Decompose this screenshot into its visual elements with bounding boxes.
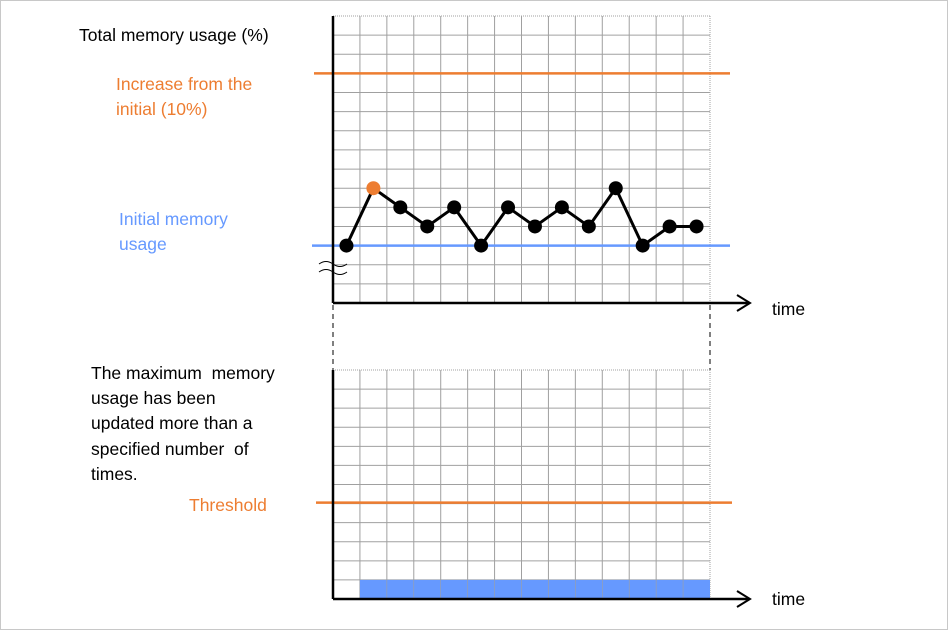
data-point <box>447 200 462 215</box>
axis-break-icon <box>318 261 348 275</box>
desc-line: The maximum memory <box>91 363 275 383</box>
top-x-axis-arrow-icon <box>736 294 752 312</box>
desc-line: usage has been <box>91 388 216 408</box>
desc-line: updated more than a <box>91 413 253 433</box>
initial-label-2: usage <box>119 234 167 254</box>
data-point <box>554 200 569 215</box>
data-point <box>527 219 542 234</box>
data-point-max <box>366 181 381 196</box>
data-point <box>420 219 435 234</box>
data-point <box>474 238 489 253</box>
data-point <box>689 219 704 234</box>
initial-label-1: Initial memory <box>119 209 228 229</box>
data-point <box>662 219 677 234</box>
count-bar <box>359 579 710 599</box>
increase-label-2: initial (10%) <box>116 99 208 119</box>
data-point <box>339 238 354 253</box>
data-point <box>635 238 650 253</box>
bottom-x-axis-arrow-icon <box>736 590 752 608</box>
top-xlabel: time <box>772 299 806 319</box>
bottom-xlabel: time <box>772 589 806 609</box>
desc-line: specified number of <box>91 439 249 459</box>
desc-line: times. <box>91 464 138 484</box>
data-point <box>608 181 623 196</box>
threshold-label: Threshold <box>189 495 267 515</box>
data-point <box>393 200 408 215</box>
increase-label-1: Increase from the <box>116 74 253 94</box>
data-point <box>501 200 516 215</box>
top-ylabel: Total memory usage (%) <box>79 25 269 45</box>
data-point <box>581 219 596 234</box>
